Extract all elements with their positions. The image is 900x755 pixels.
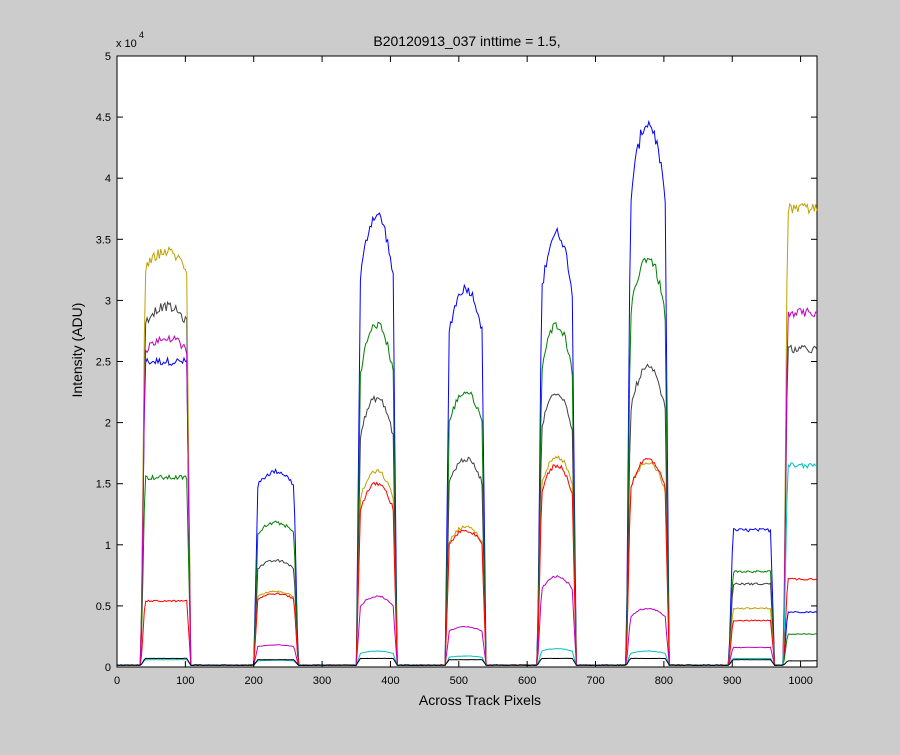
x-tick-label: 400: [381, 675, 399, 687]
series-line: [116, 657, 818, 667]
chart-title: B20120913_037 inttime = 1.5,: [373, 33, 560, 49]
y-tick-label: 1: [105, 540, 111, 552]
y-tick-label: 0: [105, 662, 111, 674]
x-tick-label: 800: [655, 675, 673, 687]
y-multiplier-exponent: 4: [139, 30, 144, 40]
y-tick-label: 1.5: [96, 479, 111, 491]
x-axis-label: Across Track Pixels: [419, 692, 541, 708]
x-tick-label: 300: [313, 675, 331, 687]
plot-area: [116, 55, 818, 668]
x-tick-label: 600: [518, 675, 536, 687]
series-layer: [116, 119, 818, 667]
y-tick-label: 3: [105, 295, 111, 307]
y-multiplier-label: x 10: [116, 38, 137, 50]
x-tick-label: 0: [114, 675, 120, 687]
x-tick-label: 1000: [788, 675, 812, 687]
x-tick-label: 100: [176, 675, 194, 687]
x-tick-label: 500: [450, 675, 468, 687]
y-axis-label: Intensity (ADU): [69, 303, 85, 398]
y-tick-label: 4: [105, 173, 111, 185]
x-tick-label: 700: [586, 675, 604, 687]
y-tick-label: 2: [105, 418, 111, 430]
y-tick-label: 0.5: [96, 601, 111, 613]
y-tick-label: 5: [105, 51, 111, 63]
y-tick-label: 3.5: [96, 234, 111, 246]
y-tick-label: 2.5: [96, 357, 111, 369]
x-tick-label: 900: [723, 675, 741, 687]
ticks-layer: 0 100 200 300 400 500 600 700 800 900 1000 0 0.5 1 1.5…: [96, 51, 817, 687]
x-tick-label: 200: [245, 675, 263, 687]
y-tick-label: 4.5: [96, 112, 111, 124]
